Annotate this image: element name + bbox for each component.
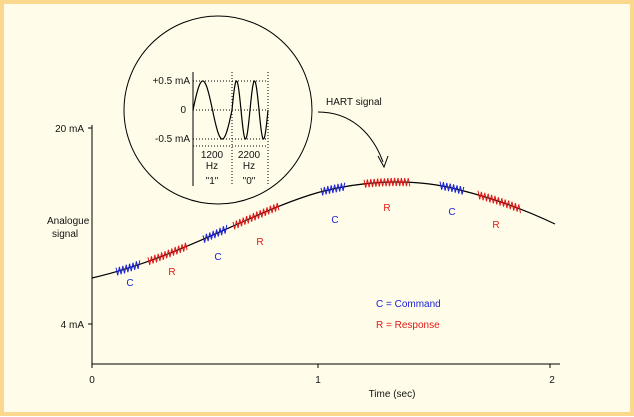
legend-response: R = Response: [376, 320, 440, 331]
response-burst: [147, 242, 188, 266]
bit-0-label: "0": [243, 176, 256, 187]
zoom-fsk-wave: [192, 80, 269, 140]
zoom-label-plus: +0.5 mA: [152, 76, 190, 87]
freq-2-unit: Hz: [243, 161, 255, 172]
command-burst: [115, 260, 141, 276]
y-tick-label-4ma: 4 mA: [61, 320, 85, 331]
x-tick-label-0: 0: [89, 375, 95, 386]
freq-1-unit: Hz: [206, 161, 218, 172]
zoom-label-zero: 0: [180, 105, 186, 116]
pointer-arrowhead: [377, 155, 389, 169]
y-tick-label-20ma: 20 mA: [55, 124, 84, 135]
command-burst: [439, 181, 465, 195]
x-tick-label-2: 2: [549, 375, 555, 386]
y-axis-title-line2: signal: [52, 229, 78, 240]
y-axis-title-line1: Analogue: [47, 216, 90, 227]
hart-signal-label: HART signal: [326, 97, 382, 108]
command-burst: [202, 224, 228, 243]
command-marker-label: C: [126, 278, 133, 289]
freq-2-value: 2200: [238, 150, 261, 161]
zoom-label-minus: -0.5 mA: [155, 134, 190, 145]
response-marker-label: R: [383, 203, 390, 214]
response-marker-label: R: [256, 237, 263, 248]
burst-markers: C R C R C R C R: [126, 203, 499, 289]
command-burst: [320, 182, 346, 196]
x-axis-title: Time (sec): [369, 389, 416, 400]
bit-1-label: "1": [206, 176, 219, 187]
pointer-arrow: [317, 111, 384, 163]
hart-signal-diagram: 20 mA 4 mA Analogue signal 0 1 2 Time (s…: [47, 15, 560, 400]
freq-1-value: 1200: [201, 150, 224, 161]
response-marker-label: R: [168, 267, 175, 278]
legend-command: C = Command: [376, 299, 441, 310]
x-tick-label-1: 1: [315, 375, 321, 386]
response-burst: [477, 190, 521, 214]
hart-bursts: [115, 177, 521, 276]
response-burst: [363, 177, 411, 188]
command-marker-label: C: [448, 207, 455, 218]
command-marker-label: C: [214, 252, 221, 263]
command-marker-label: C: [331, 215, 338, 226]
response-burst: [232, 202, 280, 230]
response-marker-label: R: [492, 220, 499, 231]
